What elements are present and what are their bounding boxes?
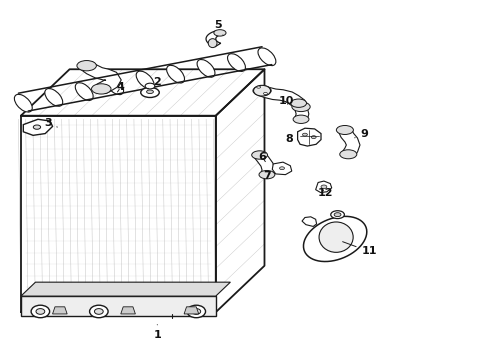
Text: 11: 11: [343, 242, 377, 256]
Ellipse shape: [92, 84, 111, 94]
Ellipse shape: [258, 48, 276, 66]
Polygon shape: [206, 31, 221, 47]
Text: 4: 4: [117, 82, 124, 92]
Ellipse shape: [340, 150, 357, 159]
Polygon shape: [297, 128, 321, 146]
Ellipse shape: [334, 213, 341, 217]
Text: 7: 7: [263, 171, 271, 181]
Ellipse shape: [311, 136, 316, 139]
Polygon shape: [302, 217, 317, 226]
Text: 1: 1: [153, 325, 161, 341]
Ellipse shape: [136, 71, 154, 89]
Polygon shape: [21, 116, 216, 312]
Ellipse shape: [293, 115, 309, 123]
Polygon shape: [259, 86, 308, 109]
Ellipse shape: [331, 211, 344, 219]
Ellipse shape: [259, 171, 275, 179]
Ellipse shape: [319, 222, 353, 252]
Ellipse shape: [280, 167, 285, 170]
Ellipse shape: [147, 90, 153, 94]
Polygon shape: [21, 69, 265, 116]
Ellipse shape: [141, 87, 159, 98]
Text: 8: 8: [285, 134, 293, 144]
Ellipse shape: [227, 54, 245, 71]
Ellipse shape: [302, 133, 307, 136]
Ellipse shape: [336, 126, 353, 135]
Polygon shape: [303, 216, 367, 261]
Ellipse shape: [45, 89, 63, 106]
Ellipse shape: [145, 83, 155, 89]
Ellipse shape: [214, 30, 226, 36]
Polygon shape: [81, 62, 121, 94]
Text: 12: 12: [318, 188, 333, 198]
Text: 6: 6: [258, 152, 266, 162]
Ellipse shape: [95, 309, 103, 314]
Ellipse shape: [31, 305, 49, 318]
Ellipse shape: [264, 93, 268, 95]
Ellipse shape: [187, 305, 205, 318]
Ellipse shape: [77, 60, 97, 71]
Polygon shape: [21, 282, 230, 296]
Ellipse shape: [192, 309, 201, 314]
Ellipse shape: [197, 59, 215, 77]
Ellipse shape: [106, 77, 123, 95]
Ellipse shape: [33, 125, 41, 129]
Ellipse shape: [36, 309, 45, 314]
Polygon shape: [316, 181, 332, 193]
Polygon shape: [339, 129, 360, 157]
Ellipse shape: [208, 39, 217, 48]
Polygon shape: [184, 307, 199, 314]
Ellipse shape: [321, 185, 327, 189]
Ellipse shape: [291, 99, 307, 107]
Text: 10: 10: [279, 96, 294, 107]
Ellipse shape: [292, 102, 310, 112]
Text: 9: 9: [355, 129, 368, 139]
Polygon shape: [254, 153, 275, 176]
Ellipse shape: [252, 151, 268, 159]
Polygon shape: [216, 69, 265, 312]
Polygon shape: [24, 119, 52, 135]
Text: 5: 5: [215, 19, 223, 35]
Ellipse shape: [253, 85, 270, 96]
Ellipse shape: [75, 83, 93, 100]
Polygon shape: [293, 102, 309, 120]
Text: 3: 3: [44, 118, 57, 128]
Text: 2: 2: [147, 77, 161, 89]
Ellipse shape: [167, 65, 185, 83]
Polygon shape: [121, 307, 135, 314]
Ellipse shape: [257, 86, 261, 88]
Polygon shape: [21, 296, 216, 316]
Ellipse shape: [90, 305, 108, 318]
Polygon shape: [272, 162, 292, 175]
Ellipse shape: [253, 86, 271, 95]
Ellipse shape: [14, 94, 32, 112]
Polygon shape: [52, 307, 67, 314]
